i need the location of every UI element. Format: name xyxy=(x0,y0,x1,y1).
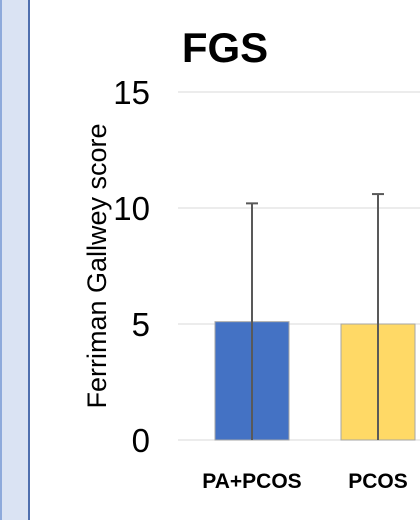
y-tick-label: 5 xyxy=(132,306,150,343)
y-tick-labels: 0 5 10 15 xyxy=(113,74,150,459)
y-tick-label: 15 xyxy=(113,74,150,111)
sidebar-strip xyxy=(0,0,30,520)
x-tick-labels: PA+PCOS PCOS xyxy=(202,470,407,493)
x-tick-label: PA+PCOS xyxy=(202,470,301,493)
y-tick-label: 0 xyxy=(132,422,150,459)
bar-chart: FGS Ferriman Gallwey score 0 5 10 15 PA+PCO… xyxy=(82,24,420,493)
chart-title: FGS xyxy=(182,24,268,71)
error-bars xyxy=(246,193,384,440)
y-tick-label: 10 xyxy=(113,190,150,227)
bars xyxy=(214,321,416,441)
x-tick-label: PCOS xyxy=(348,470,408,493)
y-axis-label: Ferriman Gallwey score xyxy=(82,123,112,408)
chart-panel: FGS Ferriman Gallwey score 0 5 10 15 PA+PCO… xyxy=(30,0,420,520)
